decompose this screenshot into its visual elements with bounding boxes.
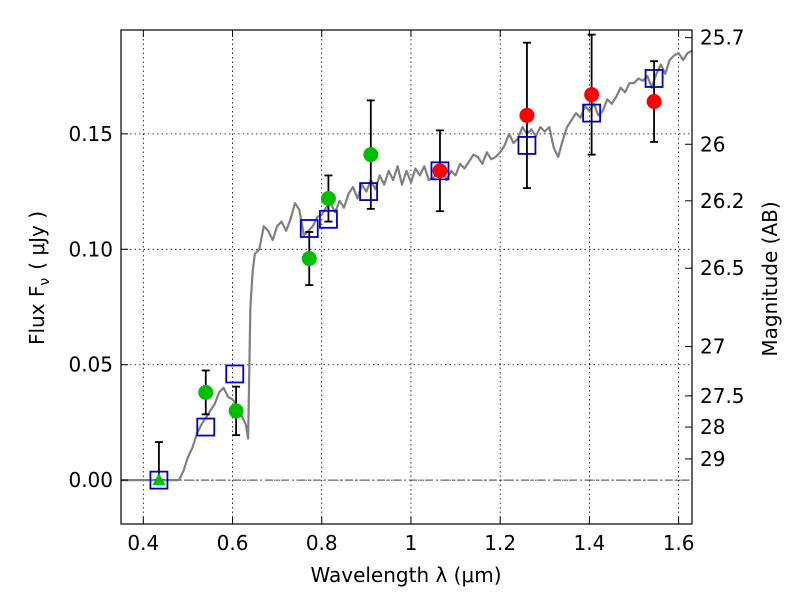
model-photometry-square — [319, 209, 338, 229]
data-point-red — [519, 107, 535, 123]
y2-tick-label: 29 — [700, 447, 725, 471]
x-tick-label: 0.4 — [127, 531, 159, 555]
y-tick-label: 0.15 — [68, 122, 113, 146]
data-point-green — [320, 191, 336, 207]
y2-axis-label: Magnitude (AB) — [758, 201, 782, 356]
x-tick-label: 1.6 — [663, 531, 695, 555]
data-point-red — [432, 163, 448, 179]
model-photometry-square — [359, 182, 378, 201]
y-axis-label-subscript: ν — [37, 278, 53, 286]
y2-tick-label: 27.5 — [700, 384, 745, 408]
x-axis-label: Wavelength λ (μm) — [310, 563, 501, 587]
model-spectrum-line — [121, 49, 693, 482]
data-markers — [152, 87, 662, 486]
y-axis-label: Flux Fν ( μJy ) — [25, 211, 53, 345]
x-tick-label: 0.8 — [306, 531, 338, 555]
x-tick-label: 1.4 — [573, 531, 605, 555]
model-photometry-squares — [149, 69, 664, 490]
y-axis-label-unit: ( μJy ) — [25, 211, 49, 270]
data-point-green — [228, 403, 244, 419]
data-point-green — [301, 251, 317, 267]
x-tick-label: 0.6 — [217, 531, 249, 555]
model-photometry-square — [299, 219, 319, 238]
model-photometry-square — [225, 364, 245, 384]
x-tick-label: 1 — [405, 531, 418, 555]
data-point-green — [198, 384, 214, 400]
model-photometry-square — [430, 161, 450, 181]
model-photometry-square — [644, 69, 664, 88]
y2-tick-label: 27 — [700, 334, 725, 358]
x-tick-label: 1.2 — [484, 531, 516, 555]
model-photometry-square — [517, 136, 537, 155]
y2-tick-label: 26.5 — [700, 256, 745, 280]
y-axis-label-main: Flux F — [25, 286, 49, 345]
svg-text:Flux Fν( μJy ): Flux Fν ( μJy ) — [25, 211, 53, 345]
y-tick-label: 0.05 — [68, 353, 113, 377]
model-photometry-square — [196, 417, 216, 437]
data-point-triangle — [152, 473, 166, 486]
y2-tick-label: 26 — [700, 132, 725, 156]
data-point-red — [646, 94, 662, 110]
model-photometry-square — [582, 103, 602, 123]
plot-frame — [120, 29, 693, 525]
y2-tick-label: 28 — [700, 415, 725, 439]
grid — [121, 30, 692, 524]
axis-ticks: 0.4 0.6 0.8 1 1.2 1.4 1.6 0.00 0.05 0.10 0.15 25.7 2… — [68, 26, 744, 555]
data-point-green — [363, 147, 379, 163]
y2-tick-label: 25.7 — [700, 26, 745, 50]
y-tick-label: 0.00 — [68, 468, 113, 492]
model-photometry-square — [149, 470, 169, 490]
y-tick-label: 0.10 — [68, 237, 113, 261]
y2-tick-label: 26.2 — [700, 189, 745, 213]
data-point-red — [584, 87, 600, 103]
